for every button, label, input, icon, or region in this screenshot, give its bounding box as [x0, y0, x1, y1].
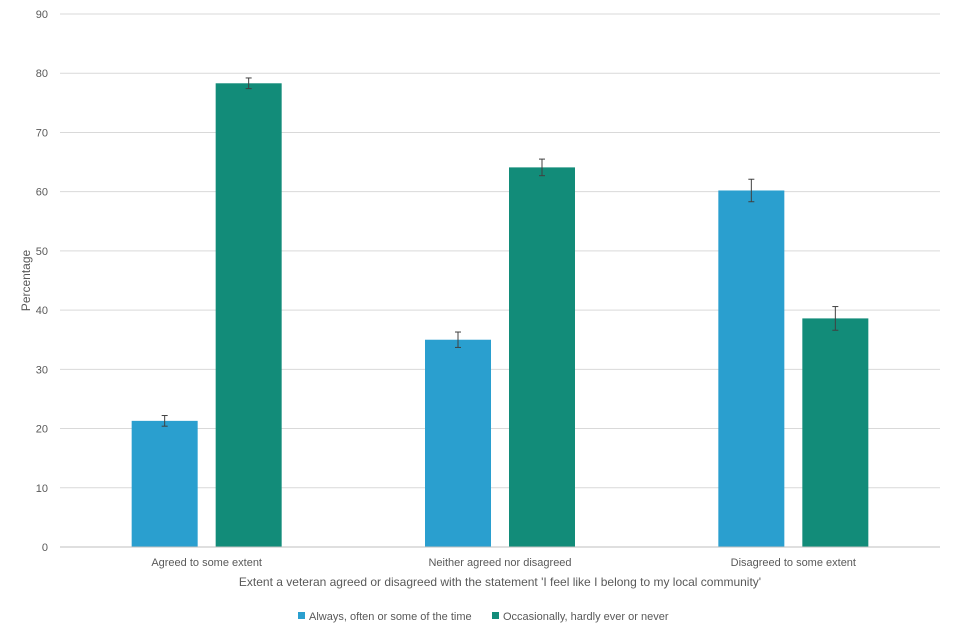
y-tick-label: 70 — [36, 127, 48, 139]
error-bar — [161, 415, 168, 427]
y-axis-title: Percentage — [19, 249, 33, 311]
error-bar — [455, 331, 461, 348]
y-tick-label: 50 — [36, 246, 48, 258]
y-tick-label: 90 — [36, 9, 48, 21]
y-tick-label: 20 — [36, 424, 48, 436]
error-bar — [832, 306, 839, 331]
y-tick-label: 0 — [42, 542, 48, 554]
error-bar — [748, 178, 755, 203]
bar — [425, 339, 491, 547]
x-tick-label: Neither agreed nor disagreed — [428, 557, 571, 569]
bars — [131, 83, 869, 547]
legend-swatch — [298, 612, 305, 619]
bar — [131, 420, 198, 547]
y-tick-label: 60 — [36, 187, 48, 199]
error-bar — [245, 77, 252, 90]
error-bar — [539, 158, 545, 177]
y-axis-ticks: 0 10 20 30 40 50 60 70 80 90 — [36, 9, 48, 554]
bar — [509, 167, 575, 547]
y-tick-label: 10 — [36, 483, 48, 495]
x-axis-ticks: Agreed to some extent Neither agreed nor … — [151, 557, 856, 569]
legend-label: Occasionally, hardly ever or never — [503, 611, 669, 623]
y-tick-label: 80 — [36, 68, 48, 80]
gridlines — [60, 13, 940, 489]
legend: Always, often or some of the time Occasio… — [298, 611, 669, 623]
y-tick-label: 30 — [36, 364, 48, 376]
legend-swatch — [492, 612, 499, 619]
bar — [802, 318, 869, 547]
bar — [215, 83, 282, 547]
x-tick-label: Agreed to some extent — [151, 557, 262, 569]
error-bars — [161, 77, 839, 427]
x-axis-title: Extent a veteran agreed or disagreed wit… — [239, 575, 761, 589]
x-tick-label: Disagreed to some extent — [731, 557, 856, 569]
legend-label: Always, often or some of the time — [309, 611, 472, 623]
y-tick-label: 40 — [36, 305, 48, 317]
bar — [718, 190, 785, 547]
